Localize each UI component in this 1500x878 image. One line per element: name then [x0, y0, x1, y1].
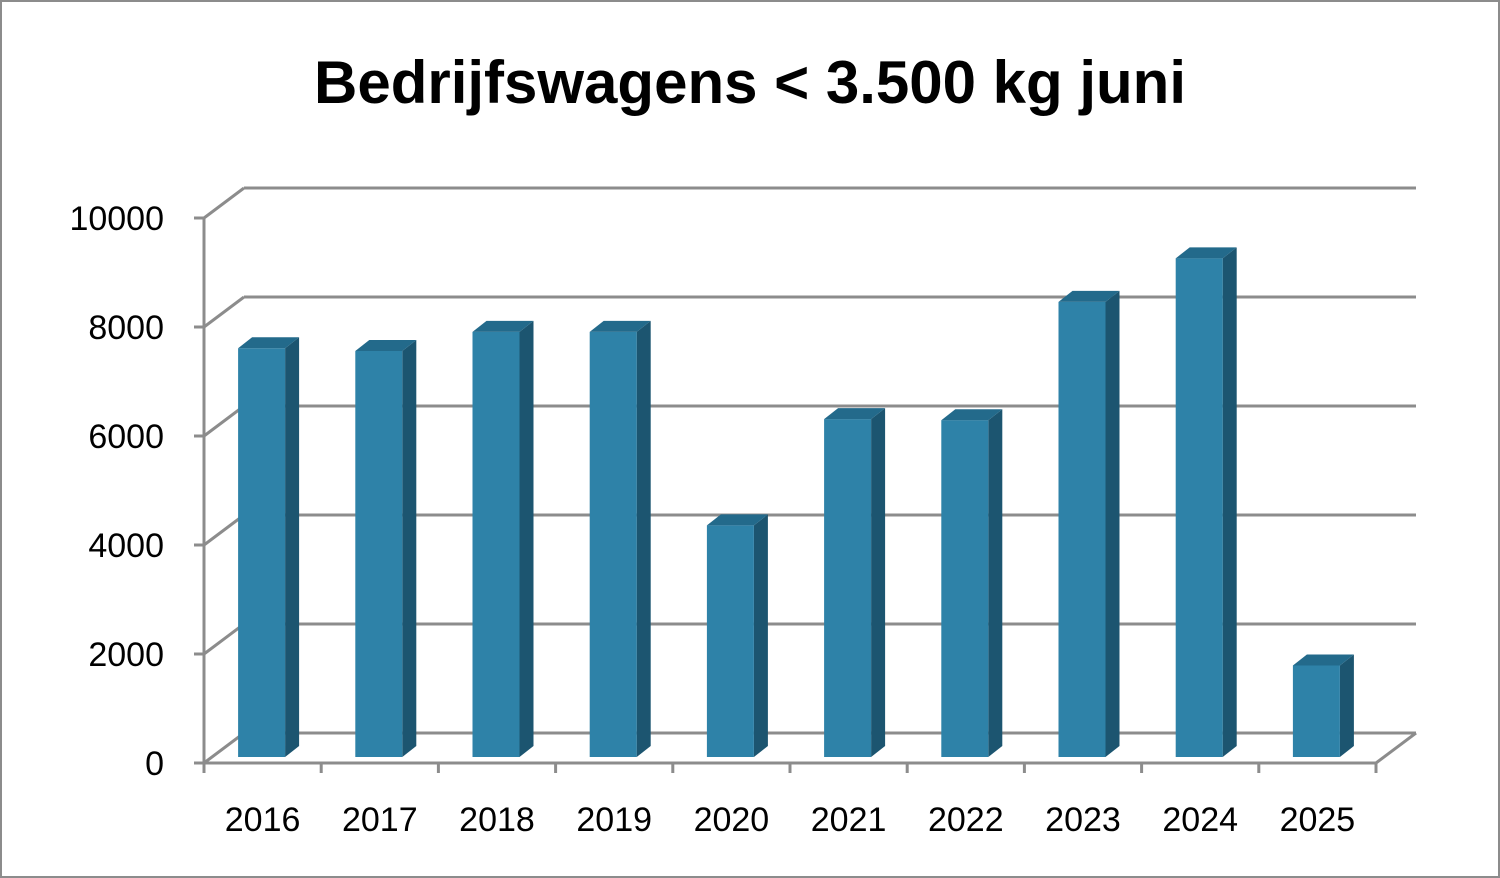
- x-tick-label: 2025: [1280, 801, 1356, 839]
- bar-front: [355, 350, 403, 757]
- bar-side: [519, 320, 534, 757]
- bar-side: [1339, 654, 1354, 757]
- bar-side: [636, 320, 651, 757]
- bar-top: [355, 339, 417, 351]
- bar-side: [402, 339, 417, 757]
- bar: [1058, 290, 1120, 757]
- bar-top: [706, 514, 768, 526]
- bar-front: [472, 331, 520, 757]
- gridline-depth: [203, 513, 245, 547]
- axis-layer: [194, 216, 1417, 773]
- bar-side: [753, 514, 768, 757]
- gridline-depth: [203, 404, 245, 438]
- x-tick-label: 2016: [225, 801, 301, 839]
- y-tick-label: 10000: [69, 200, 164, 238]
- x-tick-label: 2020: [694, 801, 770, 839]
- x-tick-label: 2017: [342, 801, 418, 839]
- bar-top: [238, 337, 300, 349]
- bar-side: [988, 409, 1003, 757]
- gridline-depth: [203, 622, 245, 656]
- bar: [238, 337, 300, 757]
- y-tick-label: 4000: [88, 527, 164, 565]
- bars-layer: [238, 247, 1354, 757]
- gridline-depth: [203, 295, 245, 329]
- x-tick-label: 2023: [1045, 801, 1121, 839]
- y-tick-label: 6000: [88, 418, 164, 456]
- bar-side: [1222, 247, 1237, 757]
- bar-top: [589, 320, 651, 332]
- bar: [589, 320, 651, 757]
- bar-front: [824, 419, 872, 757]
- bar: [824, 408, 886, 757]
- bar-front: [706, 525, 754, 757]
- x-tick-label: 2024: [1162, 801, 1238, 839]
- labels-layer: 0 2000 4000 6000 8000 10000 2016 2017 2018 2019 20…: [69, 200, 1355, 839]
- x-tick-label: 2018: [459, 801, 535, 839]
- bar-front: [1175, 258, 1223, 757]
- bar-top: [1292, 654, 1354, 666]
- bar: [472, 320, 534, 757]
- floor-edge: [1375, 731, 1417, 765]
- gridline-depth: [203, 731, 245, 765]
- bar-front: [941, 420, 989, 757]
- bar-front: [1058, 301, 1106, 757]
- x-tick-label: 2019: [576, 801, 652, 839]
- bar-side: [1105, 290, 1120, 757]
- bar-front: [238, 348, 286, 757]
- bar-top: [941, 409, 1003, 421]
- bar: [706, 514, 768, 757]
- y-tick-label: 8000: [88, 309, 164, 347]
- chart-title: Bedrijfswagens < 3.500 kg juni: [314, 49, 1186, 116]
- x-tick-label: 2022: [928, 801, 1004, 839]
- gridline-depth: [203, 186, 245, 220]
- y-tick-label: 2000: [88, 636, 164, 674]
- bar-front: [589, 331, 637, 757]
- bar-top: [1058, 290, 1120, 302]
- x-tick-label: 2021: [811, 801, 887, 839]
- bar: [1292, 654, 1354, 757]
- bar: [941, 409, 1003, 757]
- y-tick-label: 0: [145, 745, 164, 783]
- bar: [1175, 247, 1237, 757]
- bar-top: [824, 408, 886, 420]
- bar: [355, 339, 417, 757]
- bar-side: [871, 408, 886, 757]
- bar-side: [285, 337, 300, 757]
- bar-top: [1175, 247, 1237, 259]
- bar-front: [1292, 665, 1340, 757]
- bar-top: [472, 320, 534, 332]
